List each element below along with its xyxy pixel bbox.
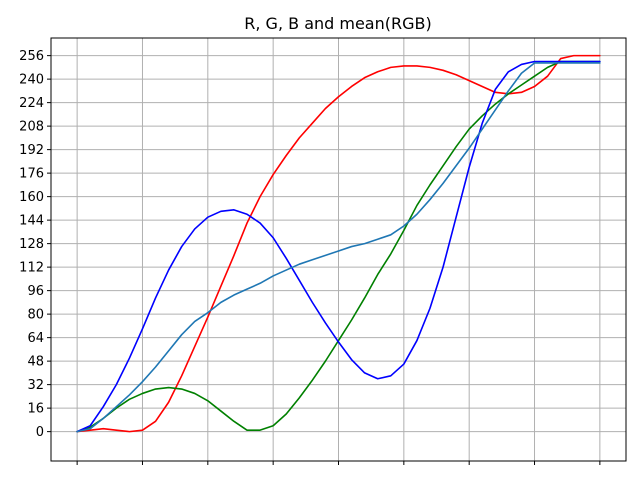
axes: 0 16 32 48 64 80 96 112 128 144 160 176 192 208 224 240… [19, 49, 601, 465]
y-tick-label: 208 [19, 120, 44, 135]
y-tick-label: 128 [19, 237, 44, 252]
plot-frame [50, 37, 627, 462]
series-group [76, 54, 601, 433]
mean-series-line [76, 62, 601, 433]
y-tick-label: 112 [19, 261, 44, 276]
y-tick-label: 176 [19, 167, 44, 182]
blue-series-line [76, 60, 601, 433]
y-tick-label: 80 [27, 308, 44, 323]
y-tick-label: 144 [19, 214, 44, 229]
y-tick-label: 96 [27, 284, 44, 299]
y-tick-label: 240 [19, 73, 44, 88]
y-tick-label: 224 [19, 96, 44, 111]
y-tick-label: 256 [19, 49, 44, 64]
y-tick-label: 160 [19, 190, 44, 205]
red-series-line [76, 54, 601, 433]
grid [51, 38, 626, 461]
y-tick-label: 32 [27, 378, 44, 393]
y-tick-label: 192 [19, 143, 44, 158]
y-tick-label: 64 [27, 331, 44, 346]
chart-title: R, G, B and mean(RGB) [244, 14, 431, 33]
y-tick-label: 0 [36, 425, 44, 440]
y-tick-label: 16 [27, 402, 44, 417]
green-series-line [76, 60, 601, 433]
y-tick-label: 48 [27, 355, 44, 370]
